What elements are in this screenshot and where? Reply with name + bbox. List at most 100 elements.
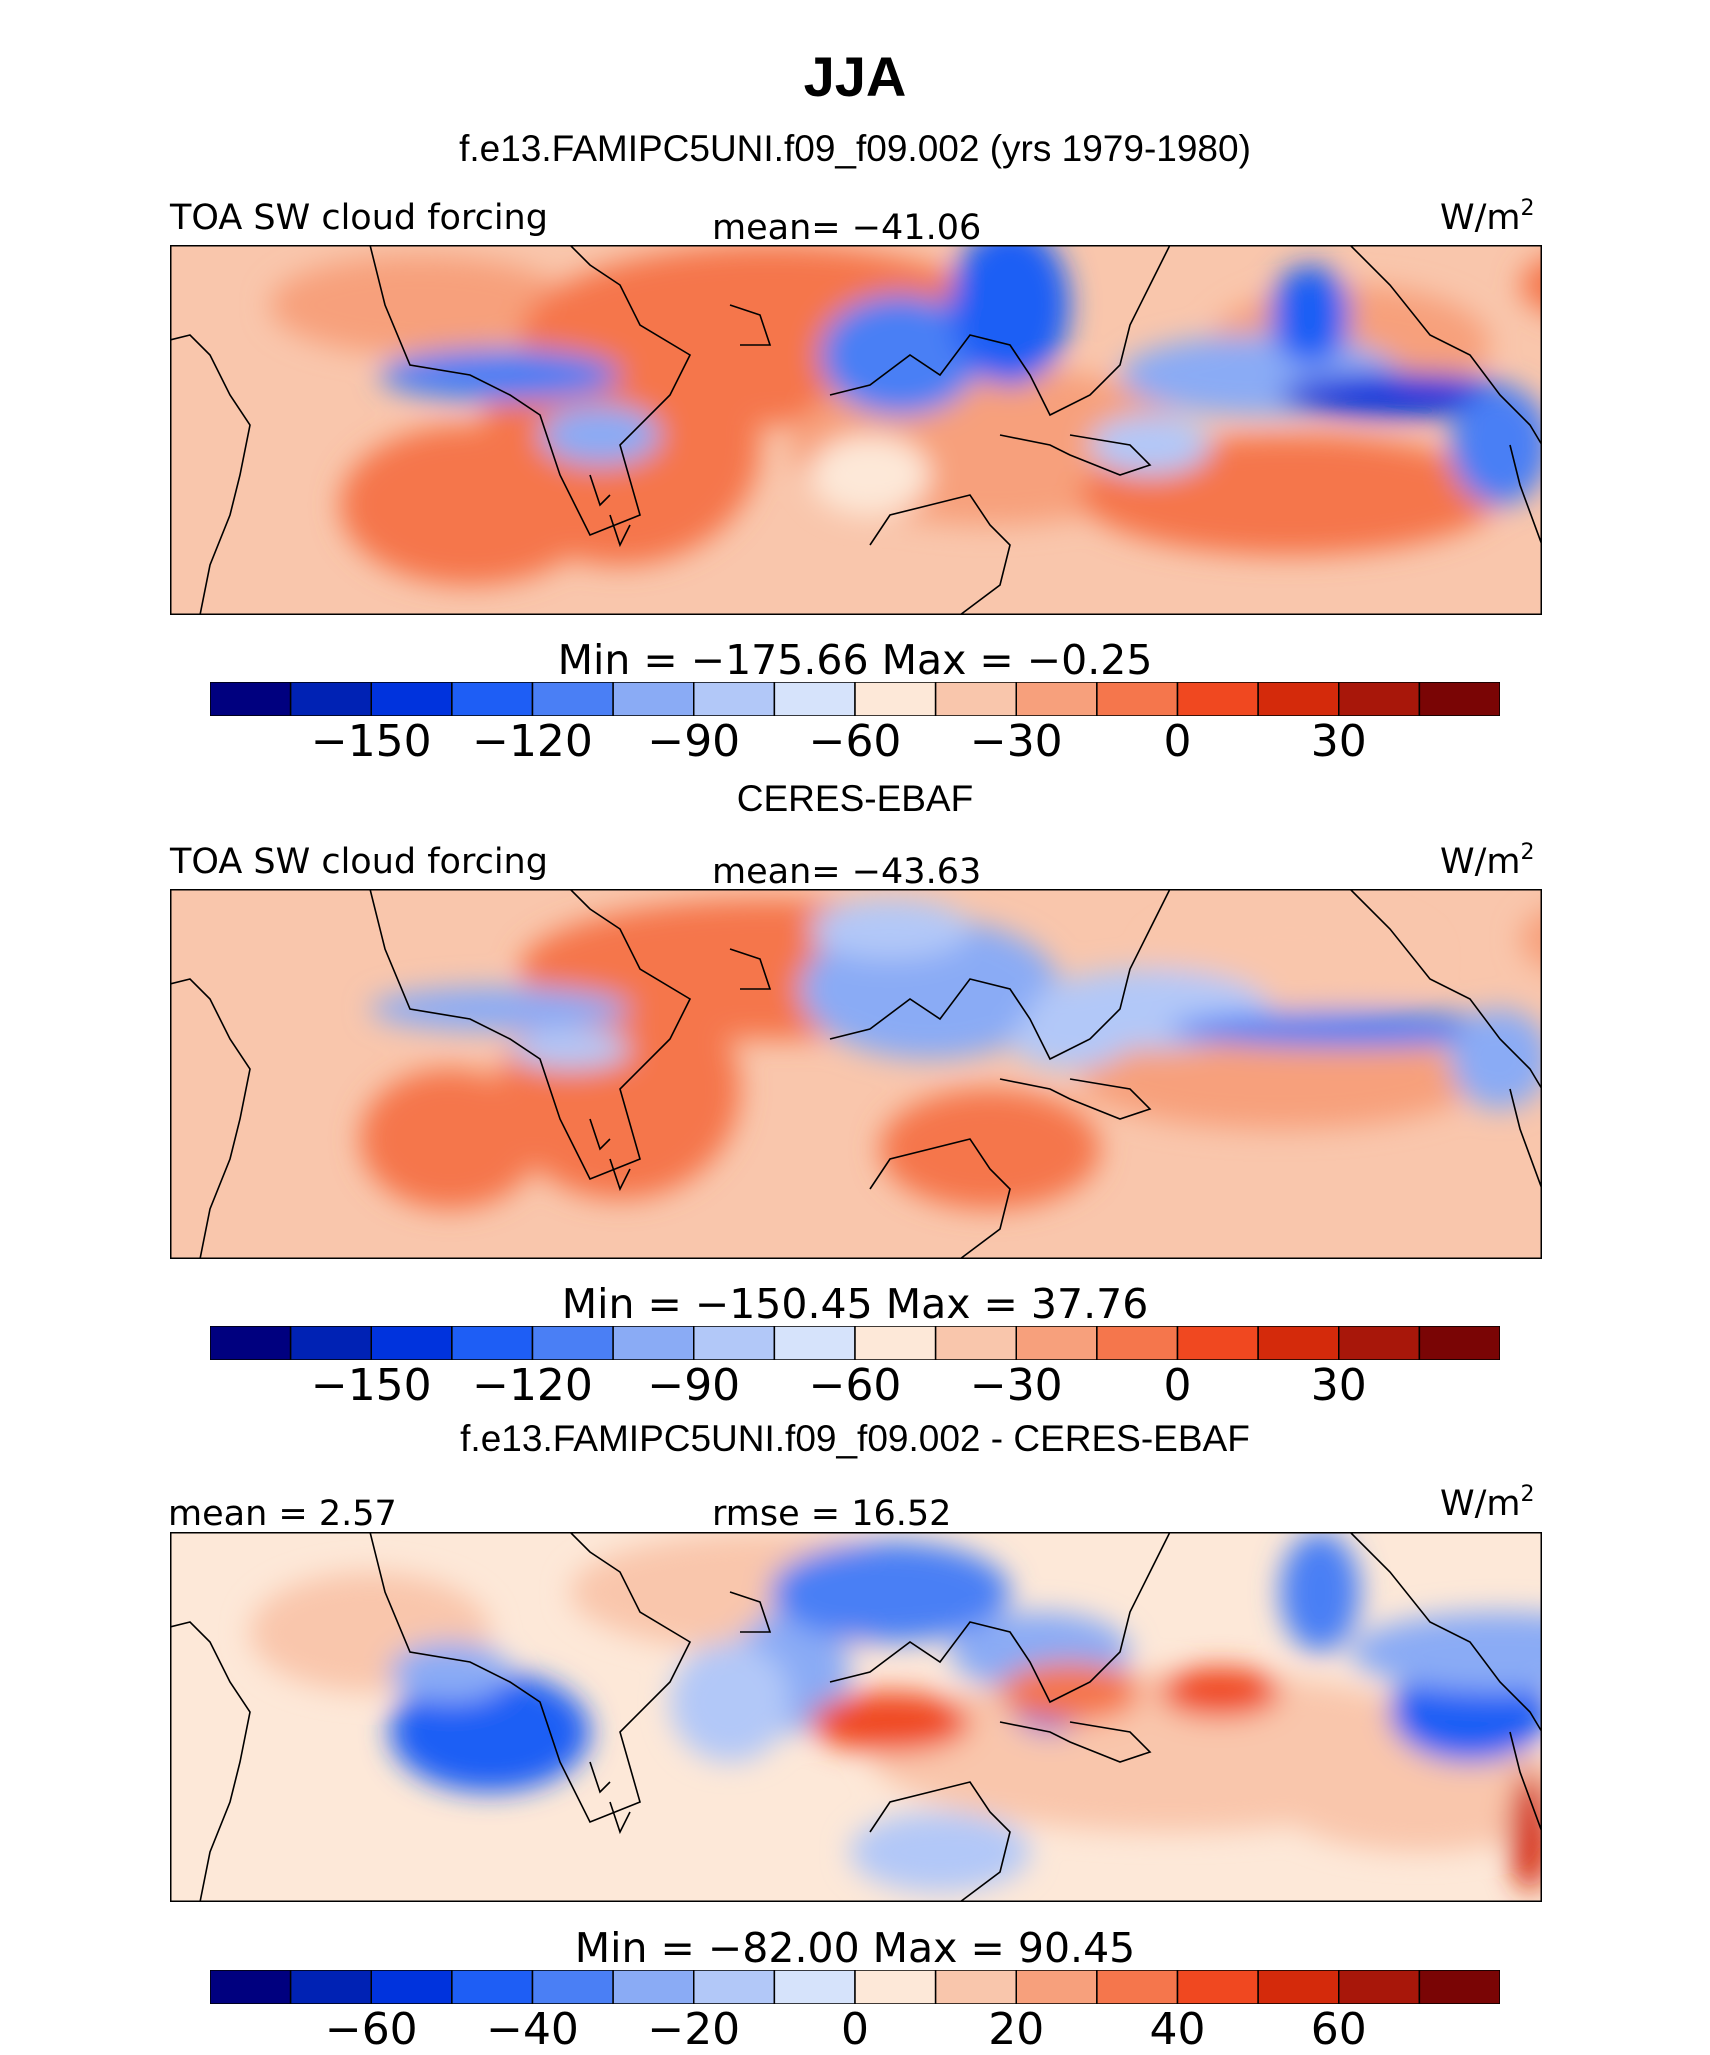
colorbar-swatch [773,1326,856,1360]
coastline [999,1721,1152,1763]
colorbar-swatch [934,1970,1017,2004]
map-frame [170,245,1542,615]
coastline [170,1621,251,1902]
coastline [589,1761,611,1794]
colorbar-swatch [451,1970,534,2004]
colorbar-swatch [370,1326,453,1360]
colorbar-swatch [1015,682,1098,716]
field-contour [1520,259,1542,311]
field-contour [1010,1009,1130,1069]
colorbar-swatch [289,1326,372,1360]
colorbar-swatch [1015,1970,1098,2004]
colorbar-swatch [854,682,937,716]
colorbar-swatch [693,682,776,716]
map-frame [170,889,1542,1259]
field-contour [370,987,630,1031]
colorbar-swatch [773,1970,856,2004]
coastline [170,978,251,1259]
colorbar-swatch [451,1326,534,1360]
field-contour [1280,373,1520,417]
colorbar-swatch [370,682,453,716]
panel-2-colorbar [210,1326,1500,1360]
colorbar-swatch [210,682,292,716]
coastline [869,1781,1011,1902]
panel-3-mean-label: mean = 2.57 [168,1494,397,1534]
coastline [1349,889,1542,1090]
coastline [589,1118,611,1151]
panel-1-units: W/m2 [1440,196,1535,238]
coastline [609,1801,631,1835]
colorbar-swatch [854,1326,937,1360]
colorbar-swatch [612,1970,695,2004]
colorbar-tick-label: 30 [1310,1360,1367,1411]
field-contour [1510,1772,1542,1892]
field-contour [1280,1532,1360,1652]
colorbar-tick-label: 40 [1149,2004,1206,2055]
panel-2-minmax: Min = −150.45 Max = 37.76 [561,1280,1149,1328]
colorbar-swatch [370,1970,453,2004]
colorbar-tick-label: −60 [324,2004,418,2055]
field-contour [540,405,660,465]
colorbar-tick-label: −120 [472,1360,593,1411]
panel-2-mean-label: mean= −43.63 [712,852,982,892]
coastline [609,514,631,548]
field-contour [1170,1011,1530,1047]
field-contour [1090,415,1210,475]
colorbar-swatch [1176,1326,1259,1360]
coastline [729,1591,772,1633]
panel-2-variable-label: TOA SW cloud forcing [170,842,548,882]
field-contour [810,899,970,959]
colorbar-swatch [1096,1326,1179,1360]
coastline [609,1158,631,1192]
colorbar-swatch [1338,1326,1421,1360]
field-contour [1270,1732,1542,1852]
colorbar-swatch [1176,682,1259,716]
field-contour [820,295,980,415]
panel-3-units: W/m2 [1440,1482,1535,1524]
field-contour [270,255,570,355]
colorbar-swatch [210,1326,292,1360]
colorbar-swatch [1015,1326,1098,1360]
field-contour [1160,1667,1280,1717]
colorbar-swatch [934,682,1017,716]
coastline [829,889,1171,1061]
figure-title: JJA [803,45,907,108]
coastline [999,434,1152,476]
field-contour [1520,911,1542,967]
field-contour [510,1029,630,1069]
coastline [829,245,1171,417]
colorbar-swatch [1176,1970,1259,2004]
field-contour [880,1089,1100,1209]
panel-2-units: W/m2 [1440,840,1535,882]
field-contour [670,1642,790,1762]
field-contour [380,349,620,401]
colorbar-swatch [693,1970,776,2004]
field-contour [1350,1612,1542,1692]
field-contour [810,435,930,515]
coastline [999,1078,1152,1120]
field-contour [950,245,1070,385]
colorbar-swatch [289,1970,372,2004]
panel-1-map [170,245,1542,615]
colorbar-tick-label: −60 [808,1360,902,1411]
coastline [369,889,692,1181]
colorbar-tick-label: −30 [969,1360,1063,1411]
panel-3-map [170,1532,1542,1902]
coastline [170,334,251,615]
colorbar-swatch [612,682,695,716]
colorbar-tick-label: −120 [472,716,593,767]
colorbar-tick-label: 30 [1310,716,1367,767]
panel-1-title: f.e13.FAMIPC5UNI.f09_f09.002 (yrs 1979-1… [459,128,1251,169]
colorbar-swatch [1338,1970,1421,2004]
coastline [729,304,772,346]
coastline [369,245,692,537]
panel-1-colorbar [210,682,1500,716]
field-contour [360,1069,540,1209]
field-contour [340,425,600,585]
colorbar-swatch [1096,1970,1179,2004]
coastline [869,494,1011,615]
panel-1-variable-label: TOA SW cloud forcing [170,198,548,238]
colorbar-swatch [693,1326,776,1360]
colorbar-swatch [1257,1970,1340,2004]
coastline [369,1532,692,1824]
